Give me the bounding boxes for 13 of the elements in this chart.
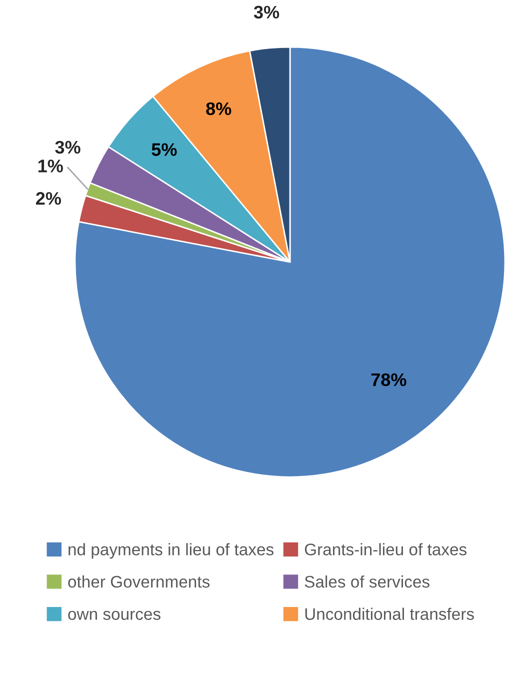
data-label: 3% <box>254 6 280 19</box>
data-label: 1% <box>38 160 63 172</box>
legend-label: other Governments <box>68 575 210 588</box>
data-label: 5% <box>152 143 177 156</box>
legend-label: own sources <box>68 610 160 620</box>
data-label: 8% <box>206 102 232 116</box>
legend-label: Unconditional transfers <box>305 608 474 620</box>
data-label: 78% <box>371 373 406 386</box>
data-label: 3% <box>55 140 80 154</box>
legend-label: Sales of services <box>304 575 430 588</box>
data-label: 2% <box>36 192 62 205</box>
legend-label: nd payments in lieu of taxes <box>68 543 274 559</box>
legend-label: Grants-in-lieu of taxes <box>304 543 466 556</box>
